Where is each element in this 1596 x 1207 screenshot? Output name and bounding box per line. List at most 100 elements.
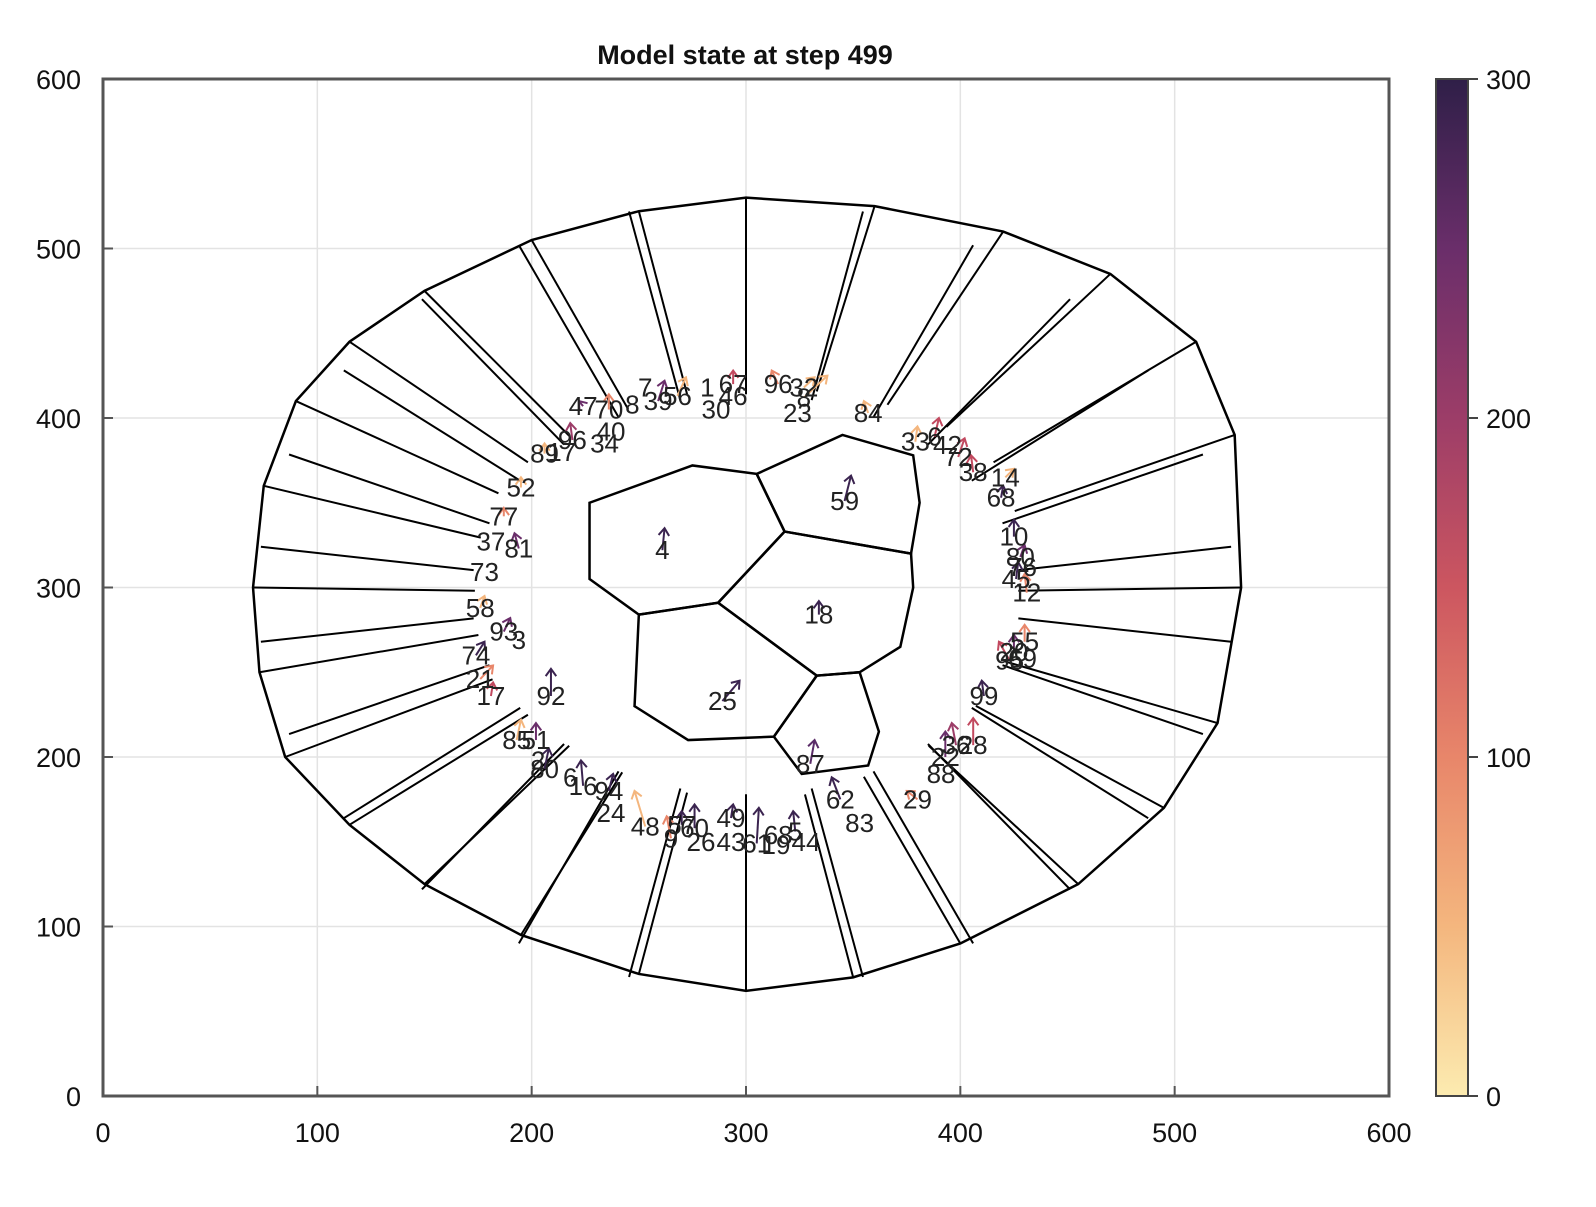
arrow-head [967,716,980,726]
colorbar-tick-label: 0 [1486,1082,1501,1112]
arrow-head [996,484,1009,495]
point-label: 20 [999,637,1028,667]
point-label: 19 [762,830,791,860]
arrow-head [828,775,840,787]
colorbar-ticks: 0 100 200 300 [1468,65,1531,1112]
point-label: 70 [594,395,623,425]
point-label: 47 [569,391,598,421]
arrow-head [510,531,523,543]
cell-edge [253,586,475,592]
cell-edge [927,743,1071,891]
cell-edge [518,770,620,944]
cell-edge [886,230,1005,406]
arrow-head [575,758,588,769]
x-tick-label: 0 [95,1118,110,1148]
arrow-head [476,594,488,605]
point-label: 18 [804,600,833,630]
x-tick-label: 400 [938,1118,983,1148]
arrow-head [657,526,670,537]
y-tick-label: 500 [36,235,81,265]
arrow-head [656,379,669,390]
point-label: 8 [797,383,811,413]
point-label: 49 [717,803,746,833]
cell-edge [1014,434,1236,512]
cell-edge [263,484,481,539]
point-label: 8 [625,389,639,419]
arrow-head [1019,572,1032,583]
point-label: 26 [687,827,716,857]
cell-edge [421,743,565,891]
arrow-head [752,806,765,816]
point-label: 81 [504,534,533,564]
point-label: 3 [512,625,526,655]
point-label: 2 [531,745,545,775]
arrow-head [497,506,510,516]
arrow-head [565,421,578,432]
velocity-arrow [843,475,852,502]
point-label: 17 [476,681,505,711]
arrow-head [677,375,689,387]
point-label: 56 [663,381,692,411]
velocity-arrow [543,748,550,770]
point-label: 96 [764,369,793,399]
velocity-arrow [475,641,486,656]
cell-edge [260,617,474,643]
velocity-arrow [755,807,760,844]
point-label: 12 [1012,578,1041,608]
point-label: 73 [470,557,499,587]
arrow-head [996,640,1008,651]
point-label: 99 [969,681,998,711]
point-label: 10 [999,522,1028,552]
cell-edge [421,298,565,446]
arrow-head [1007,633,1021,643]
point-label: 24 [597,798,626,828]
point-label: 96 [558,425,587,455]
velocity-arrow [676,376,687,397]
velocity-arrow [809,739,816,764]
arrow-head [939,729,952,740]
cell-edge [1005,660,1218,725]
point-label: 23 [783,398,812,428]
point-label: 22 [931,742,960,772]
x-tick-label: 500 [1152,1118,1197,1148]
colorbar-tick-label: 100 [1486,743,1531,773]
y-axis-ticks: 0 100 200 300 400 500 600 [36,65,113,1112]
velocity-arrow [1015,561,1020,580]
arrow-head [538,441,551,452]
cell-edge [260,545,474,572]
point-label: 94 [594,776,623,806]
arrow-head [544,667,558,677]
velocity-arrow [502,617,512,632]
point-label: 4 [655,535,669,565]
point-label: 21 [466,664,495,694]
point-label: 25 [708,686,737,716]
arrow-head [513,718,526,729]
point-label: 57 [667,810,696,840]
arrow-head [807,738,820,749]
point-label: 42 [933,430,962,460]
y-tick-label: 300 [36,574,81,604]
point-label: 28 [959,730,988,760]
point-label: 60 [680,813,709,843]
point-label: 92 [536,681,565,711]
arrow-head [605,772,618,783]
arrow-head [726,802,739,813]
point-label: 77 [489,501,518,531]
arrow-head [602,392,615,403]
point-label: 33 [901,427,930,457]
cell-edge [872,770,974,944]
arrow-head [630,789,643,800]
velocity-arrow [980,680,985,697]
velocity-arrow [479,664,494,680]
arrow-head [577,399,588,411]
cell-edge [1018,545,1232,572]
velocity-arrow [569,422,574,441]
cell-edge [971,707,1149,820]
y-tick-label: 100 [36,913,81,943]
point-label: 76 [1008,552,1037,582]
chart-title: Model state at step 499 [597,40,893,70]
cell-edge [348,340,529,464]
velocity-arrow [489,682,495,697]
point-label: 87 [796,749,825,779]
arrow-head [661,814,674,825]
